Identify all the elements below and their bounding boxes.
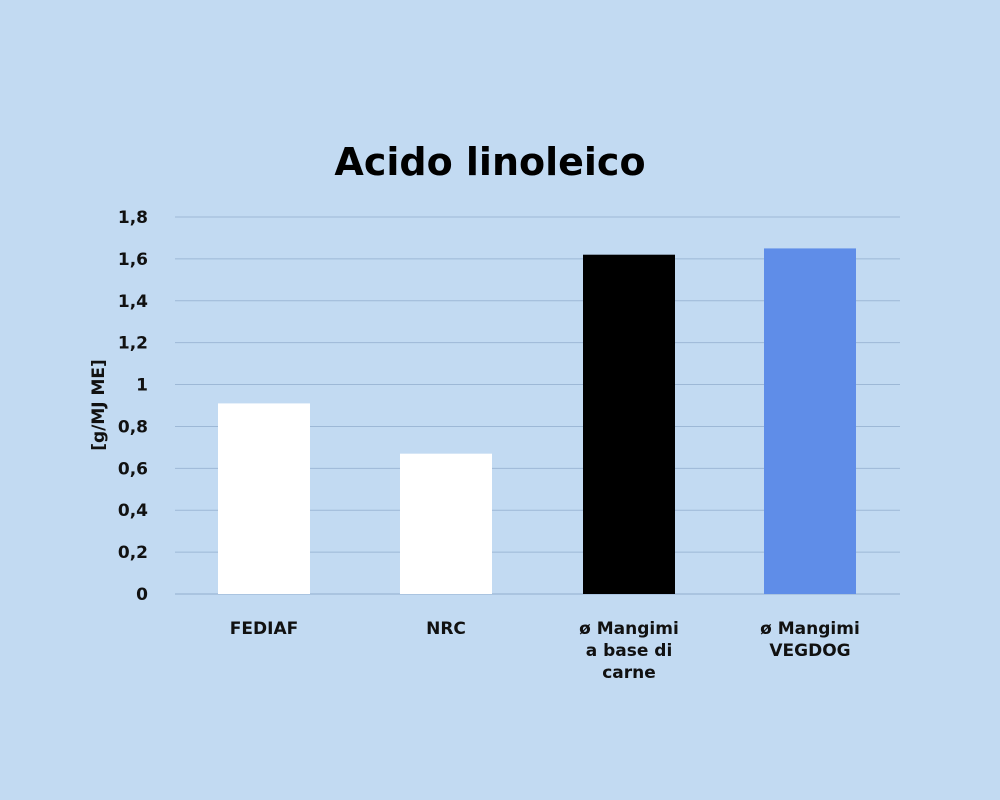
bars <box>218 248 856 594</box>
y-tick-label: 0,8 <box>118 417 148 437</box>
chart-title: Acido linoleico <box>334 140 645 184</box>
y-tick-label: 0,2 <box>118 543 148 563</box>
x-category-label: NRC <box>426 619 466 639</box>
x-category-label-line: ø Mangimi <box>760 619 860 639</box>
x-category-label-line: VEGDOG <box>769 641 850 661</box>
y-tick-label: 1,6 <box>118 250 148 270</box>
bar <box>583 254 675 594</box>
y-tick-label: 0,4 <box>118 501 148 521</box>
x-category-label: FEDIAF <box>230 619 298 639</box>
y-tick-labels: 0 0,2 0,4 0,6 0,8 1 1,2 1,4 1,6 1,8 <box>118 208 148 605</box>
x-category-label-line: carne <box>602 663 656 683</box>
x-category-label-line: FEDIAF <box>230 619 298 639</box>
y-tick-label: 1 <box>136 376 148 396</box>
x-category-label: ø Mangimi VEGDOG <box>760 619 860 661</box>
y-tick-label: 0,6 <box>118 459 148 479</box>
bar <box>218 403 310 594</box>
x-category-label-line: ø Mangimi <box>579 619 679 639</box>
y-tick-label: 0 <box>136 585 148 605</box>
y-tick-label: 1,4 <box>118 292 148 312</box>
bar <box>400 453 492 594</box>
x-category-label-line: a base di <box>586 641 673 661</box>
bar <box>764 248 856 594</box>
x-category-label-line: NRC <box>426 619 466 639</box>
y-tick-label: 1,2 <box>118 334 148 354</box>
y-axis-label: [g/MJ ME] <box>89 359 109 451</box>
y-tick-label: 1,8 <box>118 208 148 228</box>
x-category-label: ø Mangimi a base di carne <box>579 619 679 683</box>
